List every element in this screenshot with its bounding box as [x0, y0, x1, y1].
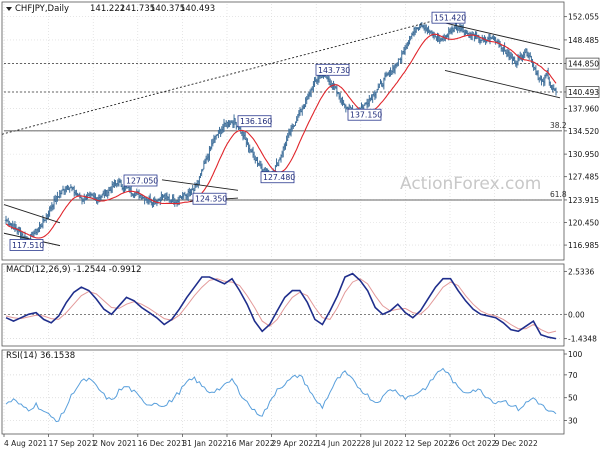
x-tick-label: 14 Jun 2022 — [316, 439, 361, 448]
y-tick-label: 127.485 — [568, 173, 599, 182]
fib-level-label: 61.8 — [550, 190, 567, 199]
rsi-line — [5, 367, 557, 423]
macd-tick-label: 2.5336 — [568, 267, 594, 276]
macd-tick-label: 0.00 — [568, 310, 585, 319]
price-label: 117.510 — [12, 241, 44, 250]
rsi-panel-frame — [1, 349, 565, 435]
price-label: 137.150 — [350, 111, 382, 120]
label-layer: 151.420 143.730 136.160 127.050 127.480 124.3… — [9, 11, 466, 251]
trendline — [444, 22, 561, 51]
y-tick-label: 137.960 — [568, 104, 599, 113]
rsi-tick-label: 50 — [568, 394, 578, 403]
header-close: 140.493 — [180, 4, 215, 14]
y-tick-label: 130.950 — [568, 150, 599, 159]
trendline — [3, 204, 61, 224]
x-tick-label: 9 Dec 2022 — [495, 439, 538, 448]
price-label: 124.350 — [195, 195, 227, 204]
macd-signal-line — [5, 278, 557, 334]
macd-layer — [5, 272, 557, 340]
trendline — [161, 179, 239, 191]
macd-title: MACD(12,26,9) -1.2544 -0.9912 — [6, 265, 142, 275]
rsi-layer — [5, 367, 557, 423]
price-label-box — [123, 174, 158, 187]
fib-level-label: 38.2 — [550, 121, 567, 130]
price-marker-box — [565, 57, 600, 70]
rsi-title: RSI(14) 36.1538 — [6, 351, 75, 361]
price-marker-box — [565, 86, 600, 98]
macd-line — [5, 272, 557, 340]
price-label: 127.050 — [126, 176, 158, 185]
price-label-box — [315, 63, 350, 76]
price-label: 127.480 — [263, 173, 295, 182]
price-label-box — [237, 115, 272, 128]
rsi-tick-label: 30 — [568, 417, 578, 426]
x-tick-label: 31 Jan 2022 — [182, 439, 227, 448]
level-layer: 38.2 61.8 — [4, 63, 567, 201]
x-tick-label: 12 Sep 2022 — [405, 439, 453, 448]
y-tick-label: 123.915 — [568, 196, 599, 205]
price-label-box — [192, 192, 227, 205]
header-arrow-icon — [6, 7, 12, 11]
price-label: 143.730 — [318, 66, 350, 75]
price-label: 151.420 — [434, 14, 466, 23]
x-tick-label: 28 Jul 2022 — [361, 439, 404, 448]
header-high: 141.735 — [120, 4, 155, 14]
macd-tick-label: -1.4348 — [568, 335, 597, 344]
y-tick-label: 120.450 — [568, 219, 599, 228]
y-tick-label: 152.055 — [568, 13, 599, 22]
y-tick-label: 148.485 — [568, 36, 599, 45]
x-tick-label: 16 Dec 2021 — [138, 439, 186, 448]
x-tick-label: 16 Mar 2022 — [227, 439, 275, 448]
header-low: 140.375 — [150, 4, 185, 14]
header-symbol: CHFJPY,Daily — [15, 4, 69, 14]
price-label-box — [260, 171, 295, 184]
y-tick-label: 116.985 — [568, 241, 599, 250]
header-open: 141.222 — [90, 4, 125, 14]
y-tick-label: 140.493 — [568, 88, 599, 97]
trendline — [444, 69, 561, 99]
y-tick-label: 144.850 — [568, 60, 599, 69]
price-label-box — [347, 108, 382, 121]
price-label-box — [431, 11, 466, 24]
y-tick-label: 134.520 — [568, 127, 599, 136]
x-tick-label: 17 Sep 2021 — [49, 439, 97, 448]
x-tick-label: 29 Apr 2022 — [272, 439, 319, 448]
chart-header: CHFJPY,Daily 141.222 141.735 140.375 140… — [6, 4, 215, 14]
price-label: 136.160 — [240, 117, 272, 126]
ytick-layer: 152.055 148.485 144.850 140.493 137.960 134.5… — [564, 13, 600, 426]
rsi-tick-label: 70 — [568, 371, 578, 380]
x-tick-label: 2 Nov 2021 — [93, 439, 136, 448]
x-tick-label: 4 Aug 2021 — [4, 439, 47, 448]
macd-panel-frame — [1, 263, 565, 347]
price-layer — [4, 22, 558, 243]
rsi-tick-label: 100 — [568, 350, 583, 359]
watermark: ActionForex.com — [400, 174, 541, 194]
x-tick-label: 26 Oct 2022 — [450, 439, 497, 448]
price-label-box — [9, 239, 44, 251]
